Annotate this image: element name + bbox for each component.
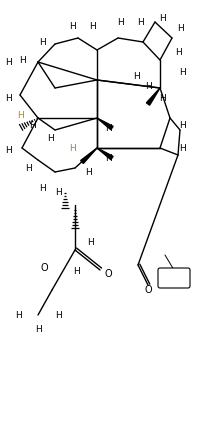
- Text: H: H: [19, 56, 25, 64]
- Text: H: H: [137, 17, 143, 27]
- Text: H: H: [159, 13, 165, 23]
- Text: H: H: [69, 21, 75, 31]
- Text: H: H: [177, 24, 183, 32]
- Text: H: H: [180, 120, 186, 130]
- Text: H: H: [5, 58, 11, 67]
- Text: H: H: [39, 37, 45, 47]
- Text: H: H: [15, 310, 21, 320]
- Text: Abs: Abs: [164, 273, 184, 283]
- Text: H: H: [35, 325, 41, 334]
- Text: H: H: [105, 154, 111, 163]
- Text: H: H: [5, 94, 11, 103]
- Text: H: H: [85, 167, 91, 177]
- Text: H: H: [89, 21, 95, 31]
- Text: H: H: [133, 71, 139, 80]
- Text: H: H: [180, 143, 186, 152]
- Text: H: H: [87, 238, 93, 246]
- Polygon shape: [81, 148, 97, 163]
- Text: H: H: [55, 187, 61, 197]
- Text: O: O: [104, 269, 112, 279]
- Text: O: O: [40, 263, 48, 273]
- Text: H: H: [55, 310, 61, 320]
- Polygon shape: [97, 118, 113, 130]
- Text: H: H: [73, 267, 79, 277]
- Text: H: H: [105, 123, 111, 132]
- Text: H: H: [39, 183, 45, 193]
- Text: H: H: [145, 82, 151, 91]
- Text: H: H: [17, 111, 23, 119]
- Text: H: H: [5, 146, 11, 155]
- Polygon shape: [146, 88, 160, 105]
- FancyBboxPatch shape: [158, 268, 190, 288]
- Text: H: H: [25, 163, 31, 173]
- Text: H: H: [29, 120, 35, 130]
- Text: O: O: [144, 285, 152, 295]
- Text: H: H: [179, 67, 185, 76]
- Polygon shape: [97, 148, 113, 160]
- Text: H: H: [69, 143, 75, 152]
- Text: H: H: [47, 134, 53, 143]
- Text: H: H: [159, 94, 165, 103]
- Text: H: H: [175, 48, 181, 56]
- Text: H: H: [117, 17, 123, 27]
